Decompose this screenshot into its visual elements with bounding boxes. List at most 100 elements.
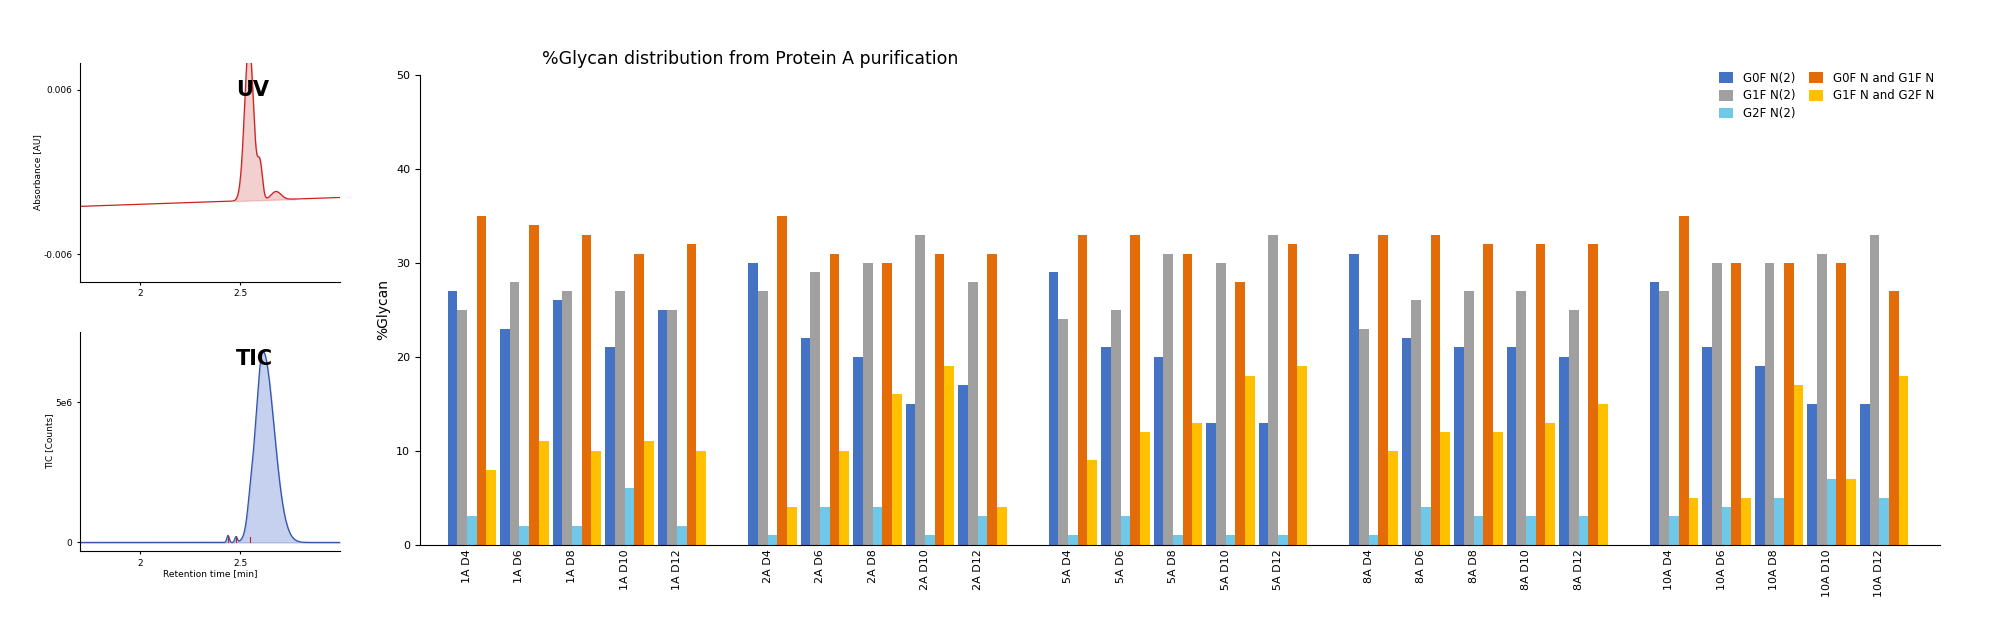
Bar: [696, 451, 706, 545]
Bar: [1836, 263, 1846, 545]
Bar: [1258, 423, 1268, 545]
Bar: [510, 282, 520, 545]
Bar: [582, 235, 592, 545]
Bar: [758, 291, 768, 545]
Bar: [644, 441, 654, 545]
Bar: [906, 404, 916, 545]
Bar: [486, 470, 496, 545]
Bar: [1742, 498, 1750, 545]
Bar: [1216, 263, 1226, 545]
Bar: [1068, 535, 1078, 545]
Bar: [1846, 479, 1856, 545]
Bar: [1536, 244, 1546, 545]
Bar: [1670, 516, 1678, 545]
Bar: [458, 310, 466, 545]
Bar: [926, 535, 934, 545]
Bar: [1206, 423, 1216, 545]
X-axis label: Retention time [min]: Retention time [min]: [162, 569, 258, 578]
Bar: [1402, 338, 1412, 545]
Bar: [1368, 535, 1378, 545]
Bar: [1568, 310, 1578, 545]
Bar: [1278, 535, 1288, 545]
Bar: [1526, 516, 1536, 545]
Bar: [668, 310, 678, 545]
Bar: [1154, 357, 1164, 545]
Bar: [1578, 516, 1588, 545]
Bar: [840, 451, 850, 545]
Legend: G0F N(2), G1F N(2), G2F N(2), G0F N and G1F N, G1F N and G2F N: G0F N(2), G1F N(2), G2F N(2), G0F N and …: [1718, 71, 1934, 120]
Bar: [1774, 498, 1784, 545]
Bar: [678, 526, 686, 545]
Bar: [1048, 272, 1058, 545]
Bar: [1192, 423, 1202, 545]
Bar: [1174, 535, 1182, 545]
Bar: [1702, 347, 1712, 545]
Bar: [1880, 498, 1888, 545]
Bar: [1546, 423, 1556, 545]
Y-axis label: Absorbance [AU]: Absorbance [AU]: [32, 134, 42, 210]
Bar: [466, 516, 476, 545]
Bar: [1888, 291, 1898, 545]
Bar: [1358, 329, 1368, 545]
Bar: [1102, 347, 1110, 545]
Bar: [1860, 404, 1870, 545]
Bar: [786, 507, 796, 545]
Bar: [1712, 263, 1722, 545]
Bar: [1732, 263, 1742, 545]
Bar: [1688, 498, 1698, 545]
Bar: [562, 291, 572, 545]
Text: %Glycan distribution from Protein A purification: %Glycan distribution from Protein A puri…: [542, 50, 958, 68]
Bar: [658, 310, 668, 545]
Bar: [1298, 366, 1308, 545]
Bar: [538, 441, 548, 545]
Bar: [882, 263, 892, 545]
Bar: [1678, 216, 1688, 545]
Bar: [1474, 516, 1484, 545]
Bar: [1454, 347, 1464, 545]
Bar: [1182, 254, 1192, 545]
Bar: [1388, 451, 1398, 545]
Bar: [944, 366, 954, 545]
Bar: [1722, 507, 1732, 545]
Bar: [1588, 244, 1598, 545]
Bar: [872, 507, 882, 545]
Bar: [476, 216, 486, 545]
Bar: [520, 526, 530, 545]
Bar: [800, 338, 810, 545]
Bar: [978, 516, 988, 545]
Bar: [1120, 516, 1130, 545]
Bar: [1130, 235, 1140, 545]
Bar: [1058, 319, 1068, 545]
Bar: [1598, 404, 1608, 545]
Bar: [1268, 235, 1278, 545]
Bar: [1506, 347, 1516, 545]
Bar: [1244, 376, 1254, 545]
Bar: [1818, 254, 1826, 545]
Bar: [1164, 254, 1174, 545]
Bar: [1492, 432, 1502, 545]
Bar: [1226, 535, 1236, 545]
Bar: [530, 225, 538, 545]
Bar: [934, 254, 944, 545]
Bar: [1236, 282, 1244, 545]
Y-axis label: TIC [Counts]: TIC [Counts]: [44, 414, 54, 469]
Bar: [1378, 235, 1388, 545]
Bar: [1412, 300, 1422, 545]
Bar: [1560, 357, 1568, 545]
Bar: [634, 254, 644, 545]
Bar: [862, 263, 872, 545]
Text: TIC: TIC: [236, 349, 274, 369]
Bar: [1754, 366, 1764, 545]
Bar: [552, 300, 562, 545]
Bar: [1784, 263, 1794, 545]
Bar: [1430, 235, 1440, 545]
Bar: [988, 254, 996, 545]
Bar: [1440, 432, 1450, 545]
Bar: [1808, 404, 1818, 545]
Bar: [854, 357, 862, 545]
Bar: [1288, 244, 1298, 545]
Bar: [606, 347, 614, 545]
Bar: [614, 291, 624, 545]
Bar: [1140, 432, 1150, 545]
Bar: [1826, 479, 1836, 545]
